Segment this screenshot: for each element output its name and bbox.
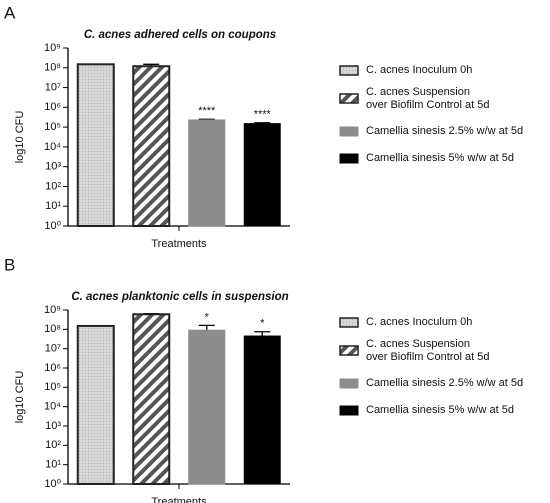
panel-label: A bbox=[4, 3, 16, 22]
y-tick-label: 10³ bbox=[45, 161, 61, 173]
significance: * bbox=[260, 318, 265, 330]
legend-swatch bbox=[339, 153, 359, 164]
y-tick-label: 10⁸ bbox=[44, 323, 61, 335]
bar bbox=[132, 313, 171, 485]
y-tick-label: 10⁵ bbox=[44, 381, 61, 393]
y-tick-label: 10⁹ bbox=[44, 304, 61, 316]
x-axis-label: Treatments bbox=[151, 238, 207, 250]
legend-swatch bbox=[339, 405, 359, 416]
legend-label: C. acnes Suspension over Biofilm Control … bbox=[366, 86, 490, 111]
legend-swatch bbox=[339, 65, 359, 76]
bar bbox=[188, 329, 226, 485]
y-tick-label: 10⁰ bbox=[44, 478, 61, 490]
bar bbox=[76, 63, 115, 227]
legend-swatch bbox=[339, 126, 359, 137]
y-tick-label: 10⁹ bbox=[44, 42, 61, 54]
y-tick-label: 10¹ bbox=[45, 459, 61, 471]
bar bbox=[243, 123, 281, 227]
error-bar bbox=[198, 324, 215, 331]
y-tick-label: 10⁴ bbox=[44, 401, 61, 413]
y-tick-label: 10⁴ bbox=[44, 141, 61, 153]
legend-swatch bbox=[339, 317, 359, 328]
bar bbox=[76, 324, 115, 485]
legend-label: Camellia sinesis 5% w/w at 5d bbox=[366, 404, 514, 416]
y-tick-label: 10² bbox=[45, 439, 61, 451]
legend-label: Camellia sinesis 2.5% w/w at 5d bbox=[366, 377, 523, 389]
y-tick-label: 10³ bbox=[45, 420, 61, 432]
y-tick-label: 10⁷ bbox=[45, 81, 61, 93]
y-tick-label: 10⁰ bbox=[44, 220, 61, 232]
legend-swatch bbox=[339, 345, 359, 356]
legend-label: C. acnes Inoculum 0h bbox=[366, 316, 472, 328]
legend-label: C. acnes Inoculum 0h bbox=[366, 64, 472, 76]
y-tick-label: 10⁷ bbox=[45, 343, 61, 355]
significance: **** bbox=[254, 109, 272, 121]
chart-title: C. acnes planktonic cells in suspension bbox=[71, 291, 288, 303]
legend-label: Camellia sinesis 2.5% w/w at 5d bbox=[366, 125, 523, 137]
y-axis-label: log10 CFU bbox=[14, 111, 26, 164]
y-tick-label: 10⁶ bbox=[44, 362, 61, 374]
bar bbox=[188, 119, 226, 227]
bar bbox=[243, 335, 281, 485]
x-axis-label: Treatments bbox=[151, 496, 207, 503]
y-tick-label: 10⁶ bbox=[44, 101, 61, 113]
error-bar bbox=[254, 331, 271, 337]
legend-label: Camellia sinesis 5% w/w at 5d bbox=[366, 152, 514, 164]
legend-swatch bbox=[339, 93, 359, 104]
significance: **** bbox=[198, 105, 216, 117]
significance: * bbox=[205, 311, 210, 323]
chart-title: C. acnes adhered cells on coupons bbox=[84, 29, 276, 41]
bar bbox=[132, 65, 171, 227]
y-tick-label: 10¹ bbox=[45, 200, 61, 212]
legend-label: C. acnes Suspension over Biofilm Control … bbox=[366, 338, 490, 363]
legend-swatch bbox=[339, 378, 359, 389]
y-axis-label: log10 CFU bbox=[14, 371, 26, 424]
y-tick-label: 10⁸ bbox=[44, 62, 61, 74]
panel-label: B bbox=[4, 255, 15, 274]
y-tick-label: 10⁵ bbox=[44, 121, 61, 133]
y-tick-label: 10² bbox=[45, 180, 61, 192]
